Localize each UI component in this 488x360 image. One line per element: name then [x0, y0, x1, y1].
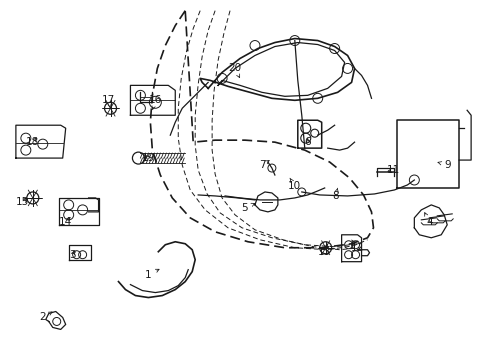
Text: 10: 10 — [287, 178, 301, 191]
Text: 15: 15 — [16, 197, 29, 207]
Text: 6: 6 — [304, 137, 310, 147]
Text: 5: 5 — [241, 203, 254, 213]
Text: 1: 1 — [145, 269, 159, 280]
Text: 7: 7 — [258, 160, 268, 170]
Text: 4: 4 — [424, 213, 432, 227]
Text: 18: 18 — [26, 137, 40, 147]
Text: 19: 19 — [142, 153, 155, 163]
Text: 14: 14 — [59, 217, 72, 227]
Text: 20: 20 — [228, 63, 241, 78]
Text: 3: 3 — [69, 250, 76, 260]
Text: 17: 17 — [102, 95, 115, 108]
Text: 13: 13 — [317, 244, 331, 257]
Text: 12: 12 — [350, 240, 364, 253]
Text: 2: 2 — [40, 312, 52, 323]
Text: 11: 11 — [386, 165, 399, 175]
Text: 8: 8 — [332, 188, 338, 201]
Text: 16: 16 — [148, 95, 162, 109]
Text: 9: 9 — [437, 160, 449, 170]
